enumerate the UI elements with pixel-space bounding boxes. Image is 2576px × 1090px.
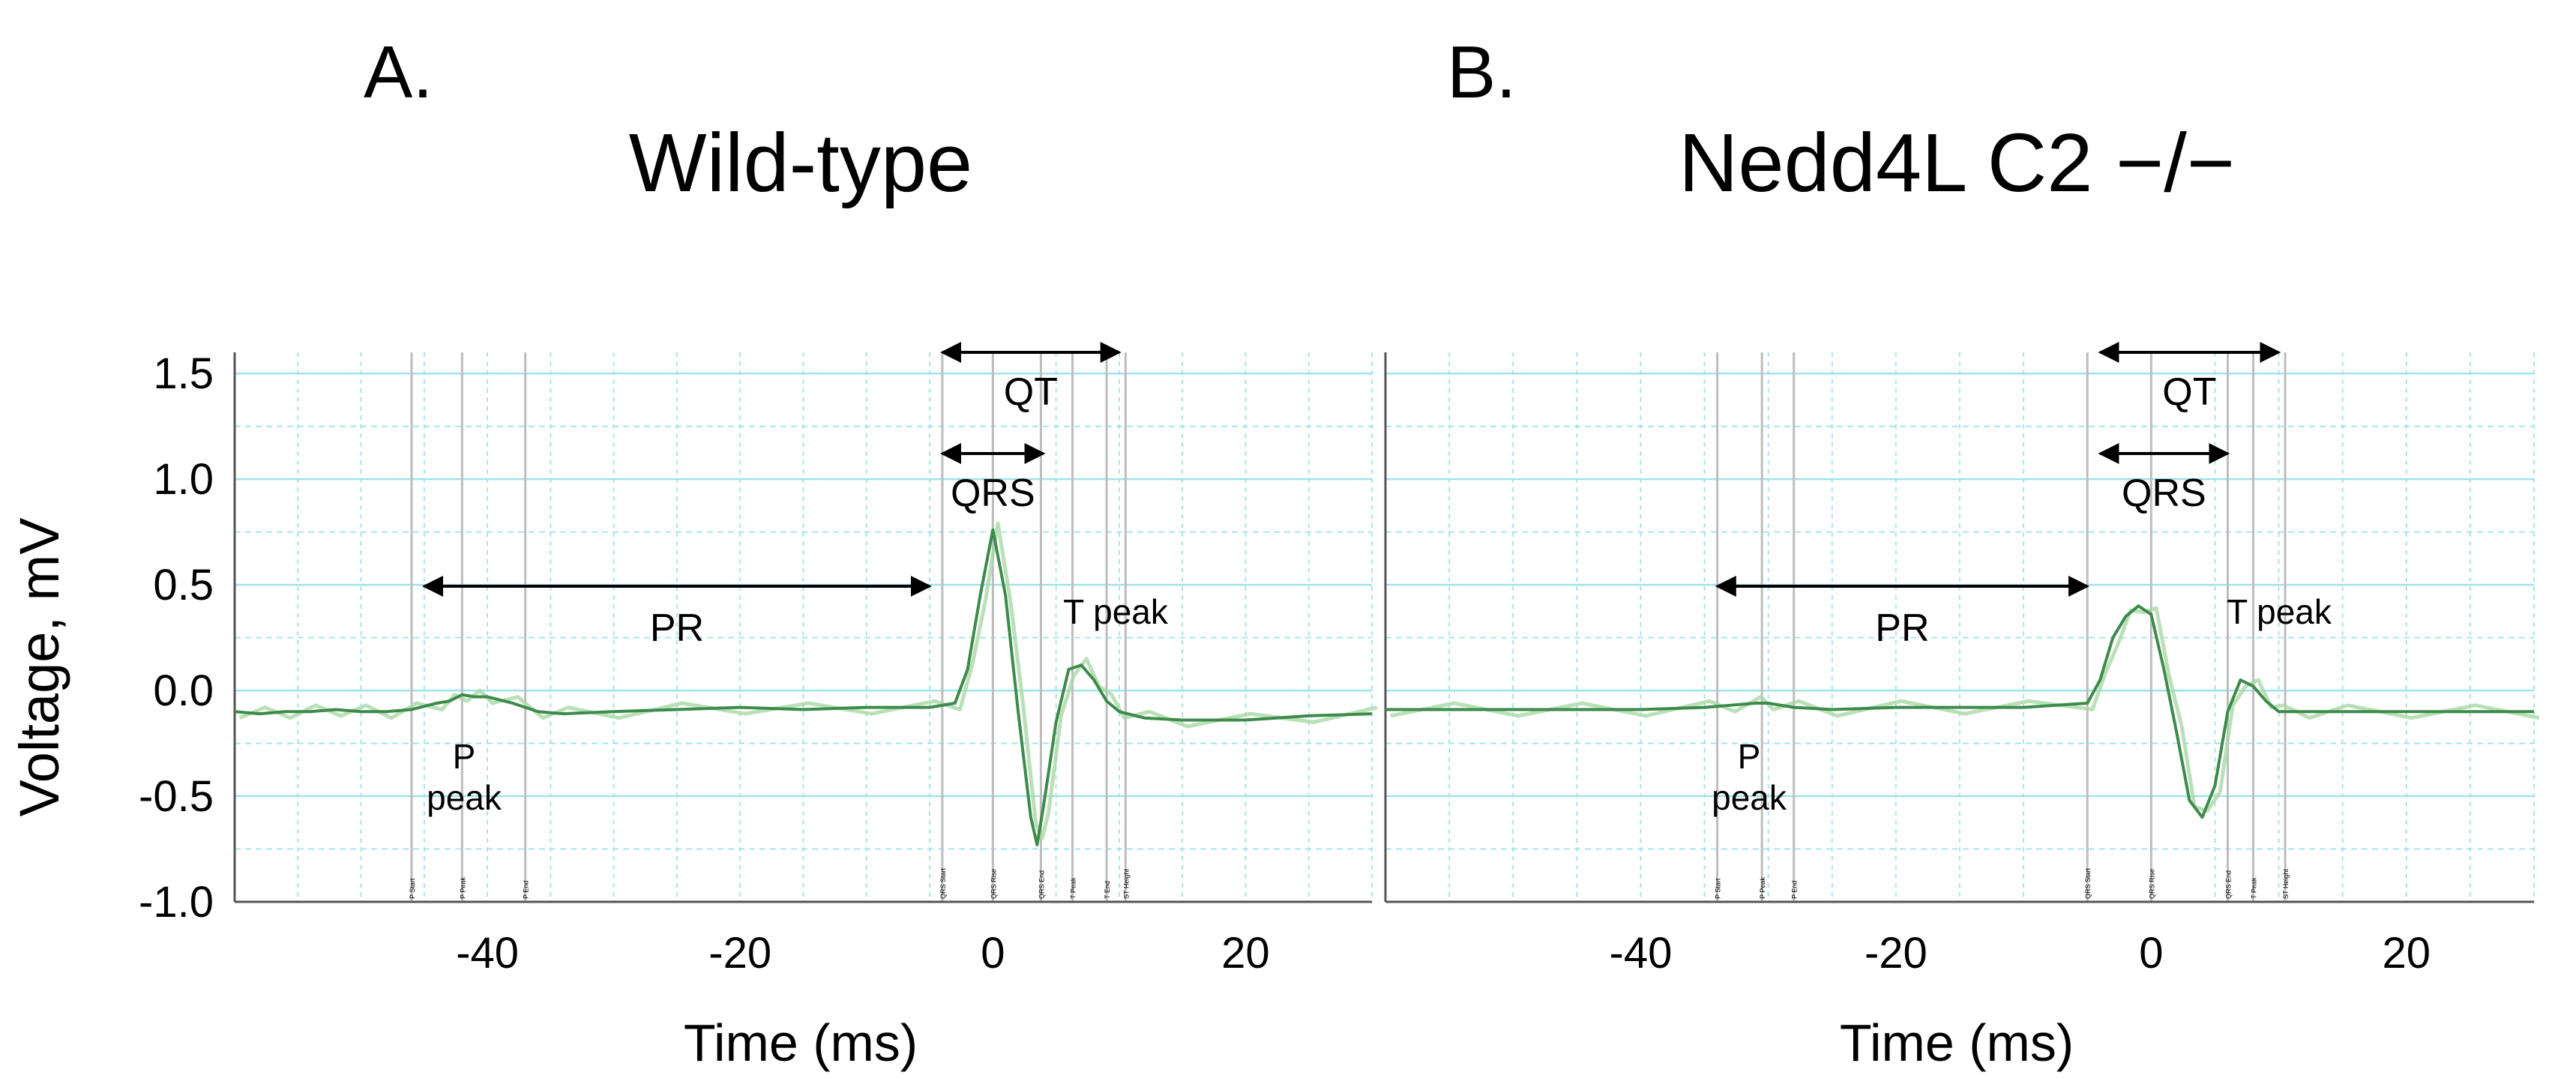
y-axis-label: Voltage, mV — [8, 517, 70, 817]
y-tick-label: -1.0 — [139, 878, 214, 927]
marker-label: QRS Rise — [2148, 869, 2155, 899]
panel-label: A. — [364, 31, 433, 113]
annotation-label: T peak — [2227, 592, 2332, 631]
annotation-label: P — [453, 737, 476, 776]
interval-label-pr: PR — [650, 606, 704, 650]
marker-label: QRS End — [1038, 870, 1045, 899]
y-tick-label: 1.0 — [153, 455, 214, 504]
y-tick-label: 0.0 — [153, 666, 214, 715]
marker-label: P End — [1791, 881, 1799, 899]
panel-title: Wild-type — [629, 117, 972, 209]
x-tick-label: -40 — [1610, 929, 1673, 978]
marker-label: QRS Start — [2084, 867, 2092, 899]
marker-label: QRS Rise — [990, 869, 997, 899]
interval-label-qt: QT — [1004, 370, 1058, 414]
panel-a: P Start P Peak P End QRS Start QRS Rise QRS E… — [139, 31, 1378, 1072]
x-tick-label: -20 — [1865, 929, 1928, 978]
y-tick-label: -0.5 — [139, 772, 214, 821]
marker-label: QRS Start — [939, 867, 947, 899]
ecg-trace — [1385, 604, 2534, 819]
interval-label-qrs: QRS — [951, 472, 1035, 515]
ecg-trace-spread — [238, 521, 1378, 840]
marker-label: P Peak — [1759, 877, 1766, 899]
x-tick-label: 0 — [2139, 929, 2163, 978]
marker-label: T Peak — [2251, 877, 2258, 899]
interval-label-qt: QT — [2162, 370, 2216, 414]
marker-label: ST Height — [2282, 869, 2290, 899]
annotation-label: P — [1738, 737, 1761, 776]
interval-label-pr: PR — [1875, 606, 1929, 650]
ecg-trace-spread — [1390, 606, 2540, 813]
marker-label: P Peak — [459, 877, 466, 899]
marker-label: P Start — [409, 878, 416, 899]
annotation-label-line2: peak — [1712, 778, 1787, 817]
panel-b: P Start P Peak P End QRS Start QRS Rise QRS E… — [1384, 31, 2540, 1072]
panel-title: Nedd4L C2 −/− — [1679, 117, 2235, 209]
x-tick-label: 0 — [981, 929, 1005, 978]
x-tick-label: -40 — [456, 929, 519, 978]
marker-label: T Peak — [1070, 877, 1077, 899]
panel-label: B. — [1447, 31, 1517, 113]
x-tick-label: 20 — [2383, 929, 2431, 978]
x-tick-label: 20 — [1221, 929, 1270, 978]
x-axis-label: Time (ms) — [684, 1014, 918, 1072]
marker-label: T End — [1104, 881, 1111, 899]
marker-label: ST Height — [1122, 869, 1130, 899]
ecg-trace — [234, 528, 1373, 846]
annotation-label: T peak — [1063, 592, 1169, 631]
annotation-label-line2: peak — [427, 778, 502, 817]
interval-label-qrs: QRS — [2122, 472, 2206, 515]
x-tick-label: -20 — [708, 929, 771, 978]
marker-label: P Start — [1715, 878, 1722, 899]
y-tick-label: 0.5 — [153, 561, 214, 609]
marker-label: P End — [523, 881, 530, 899]
y-tick-label: 1.5 — [153, 349, 214, 398]
marker-label: QRS End — [2224, 870, 2232, 899]
x-axis-label: Time (ms) — [1840, 1014, 2074, 1072]
